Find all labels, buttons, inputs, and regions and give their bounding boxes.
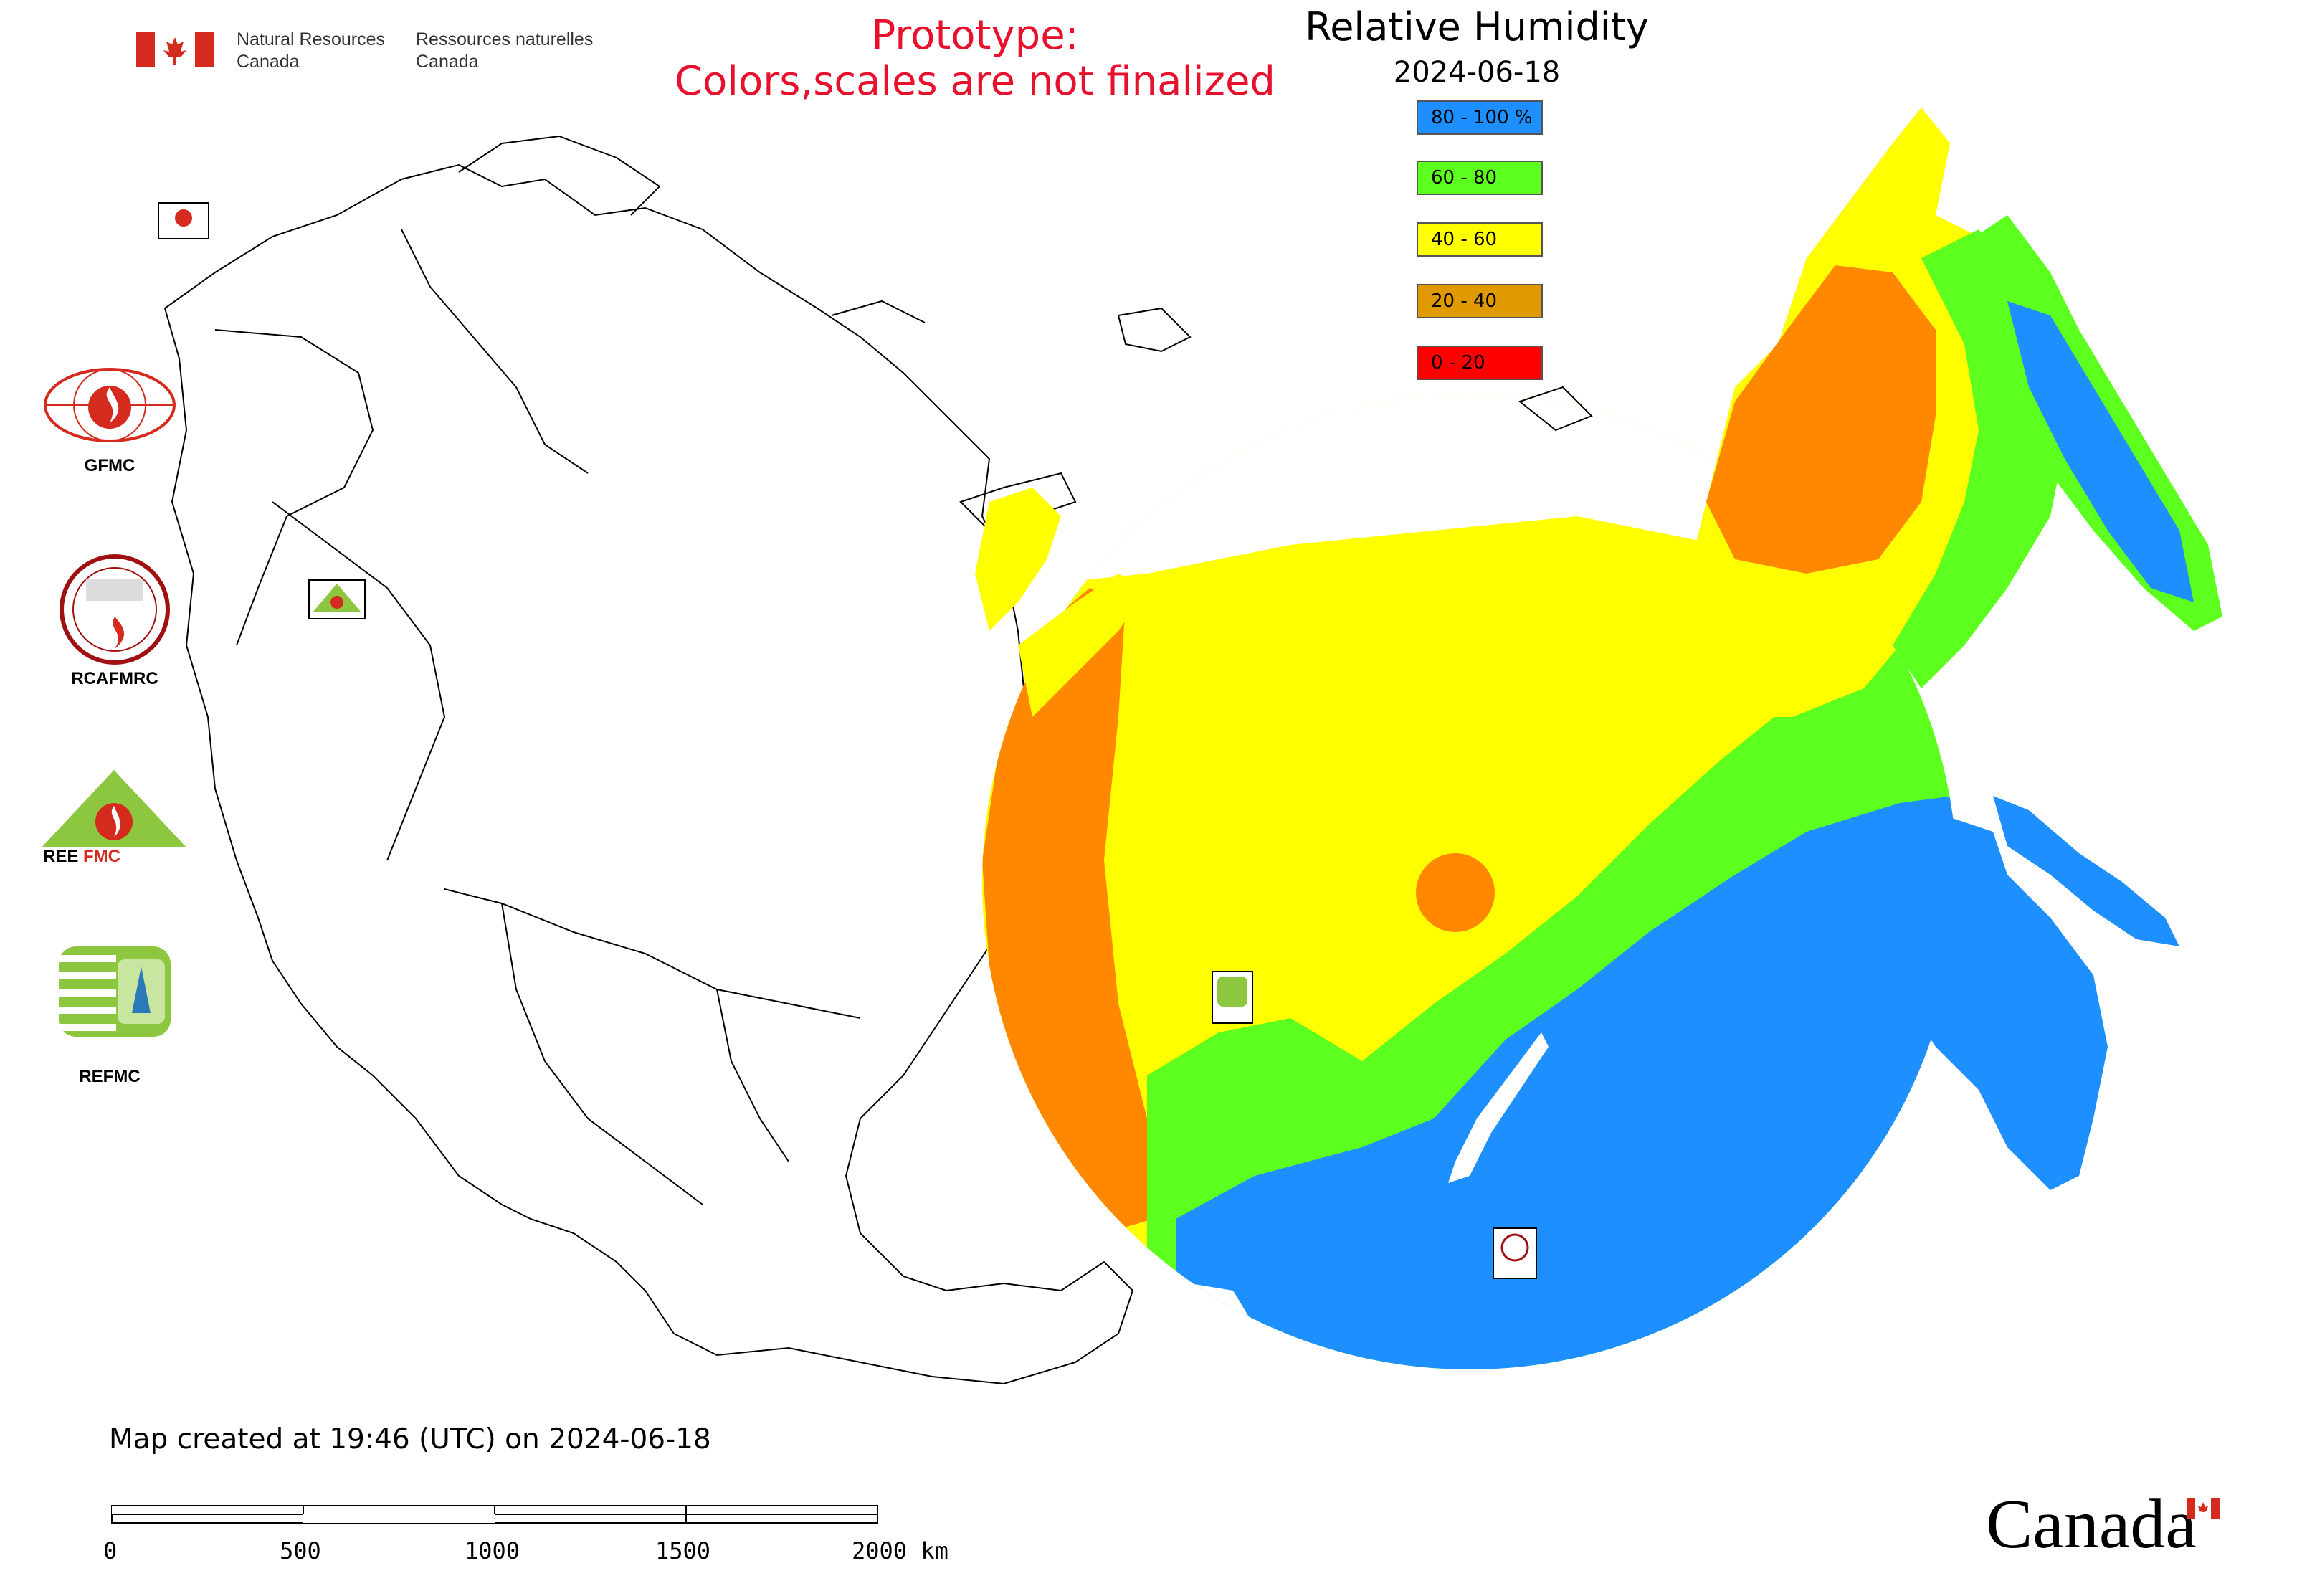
refmc-marker bbox=[1212, 971, 1253, 1024]
legend-item-20-40: 20 - 40 bbox=[1417, 284, 1543, 318]
legend-item-0-20: 0 - 20 bbox=[1417, 346, 1543, 380]
legend-item-40-60: 40 - 60 bbox=[1417, 222, 1543, 257]
rcafmrc-logo bbox=[60, 554, 170, 665]
canada-flag-icon bbox=[136, 32, 214, 67]
gfmc-logo bbox=[44, 368, 176, 442]
scale-label-1500: 1500 bbox=[655, 1537, 711, 1564]
legend-date: 2024-06-18 bbox=[1393, 56, 1561, 89]
svg-text:FMC: FMC bbox=[83, 847, 120, 866]
org-fr-line2: Canada bbox=[416, 52, 479, 72]
scale-label-1000: 1000 bbox=[465, 1537, 520, 1564]
legend-item-60-80: 60 - 80 bbox=[1417, 161, 1543, 195]
scale-bar bbox=[111, 1505, 878, 1524]
map-created-note: Map created at 19:46 (UTC) on 2024-06-18 bbox=[109, 1423, 711, 1455]
region-outlines bbox=[163, 135, 1134, 1385]
notice-line2: Colors,scales are not finalized bbox=[675, 58, 1275, 105]
gfmc-label: GFMC bbox=[84, 456, 135, 475]
prototype-notice: Prototype: Colors,scales are not finaliz… bbox=[631, 13, 1319, 105]
legend-item-80-100: 80 - 100 % bbox=[1417, 100, 1543, 135]
gfmc-marker bbox=[158, 202, 209, 239]
scale-label-2000: 2000 km bbox=[852, 1537, 948, 1564]
org-name-en: Natural Resources Canada bbox=[237, 29, 385, 73]
org-fr-line1: Ressources naturelles bbox=[416, 29, 594, 49]
wordmark-flag-icon bbox=[2187, 1498, 2220, 1519]
org-en-line1: Natural Resources bbox=[237, 29, 386, 49]
svg-text:REE: REE bbox=[43, 847, 78, 866]
scale-label-0: 0 bbox=[103, 1537, 118, 1564]
org-en-line2: Canada bbox=[237, 52, 300, 72]
refmc-label: REFMC bbox=[79, 1067, 141, 1086]
reefmc-logo: REE FMC bbox=[40, 770, 188, 866]
notice-line1: Prototype: bbox=[871, 12, 1079, 59]
legend-title: Relative Humidity bbox=[1305, 4, 1649, 49]
org-name-fr: Ressources naturelles Canada bbox=[416, 29, 593, 73]
refmc-logo bbox=[59, 946, 171, 1037]
reefmc-marker bbox=[308, 579, 366, 619]
canada-wordmark: Canada bbox=[1986, 1486, 2197, 1563]
rcafmrc-marker bbox=[1493, 1227, 1537, 1279]
scale-label-500: 500 bbox=[280, 1537, 321, 1564]
rcafmrc-label: RCAFMRC bbox=[71, 669, 158, 688]
nrcan-signature: Natural Resources Canada Ressources natu… bbox=[136, 29, 638, 79]
